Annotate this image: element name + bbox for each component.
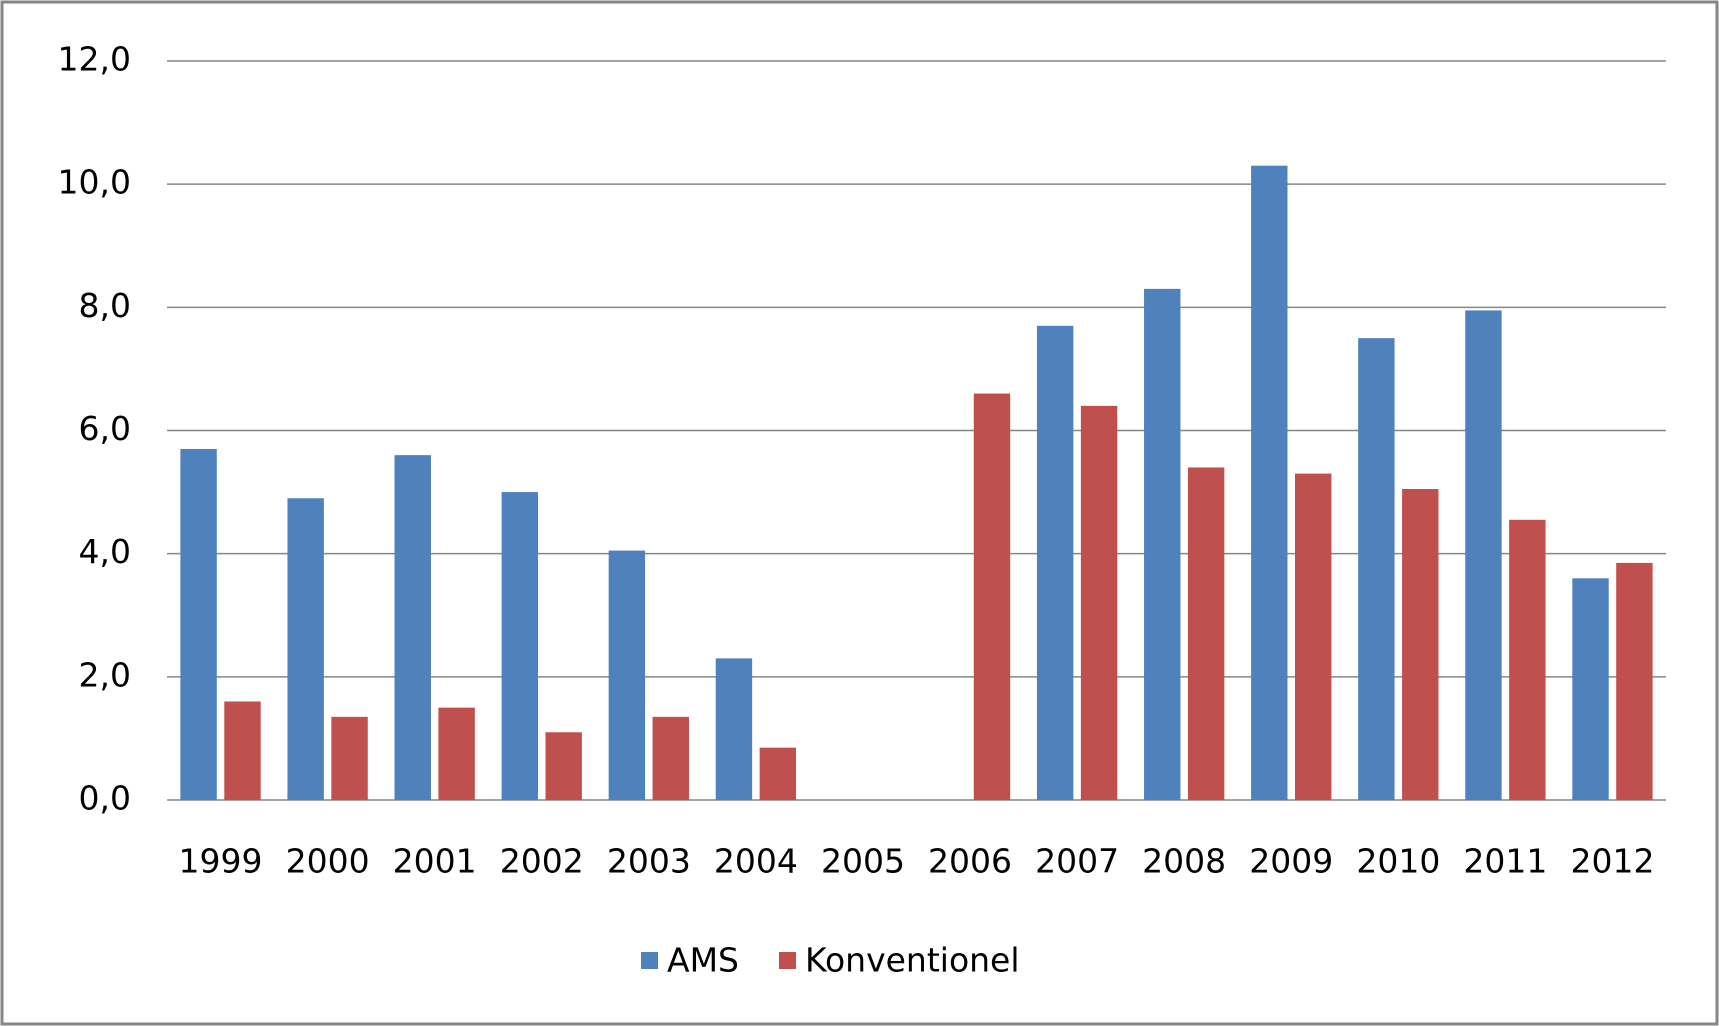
y-tick-label: 4,0 (79, 532, 131, 571)
bar (1080, 405, 1118, 800)
x-tick-label: 2011 (1463, 842, 1547, 881)
x-tick-label: 2004 (714, 842, 798, 881)
bar (545, 732, 582, 800)
legend-label: Konventionel (805, 941, 1020, 980)
x-tick-label: 2000 (286, 842, 370, 881)
x-tick-label: 2008 (1142, 842, 1226, 881)
bar (759, 747, 797, 800)
y-tick-label: 10,0 (58, 163, 131, 202)
bar (224, 701, 261, 800)
x-tick-label: 2009 (1249, 842, 1333, 881)
bar (1251, 165, 1288, 801)
bar (1358, 338, 1395, 800)
y-tick-label: 0,0 (79, 779, 131, 818)
x-tick-label: 2007 (1035, 842, 1119, 881)
y-tick-label: 8,0 (79, 286, 131, 325)
legend-swatch (641, 952, 658, 969)
bar (608, 550, 646, 800)
y-tick-label: 6,0 (79, 409, 131, 448)
bar (1187, 467, 1225, 800)
y-tick-label: 2,0 (79, 655, 131, 694)
legend-label: AMS (667, 941, 739, 980)
x-tick-label: 2003 (607, 842, 691, 881)
bar (331, 716, 368, 800)
x-tick-label: 2005 (821, 842, 905, 881)
bar (1572, 578, 1609, 800)
bar (1465, 310, 1502, 800)
bar (652, 716, 689, 800)
bar (1036, 325, 1074, 800)
bar (287, 498, 324, 800)
bar (180, 448, 217, 800)
x-tick-label: 2010 (1356, 842, 1440, 881)
x-tick-label: 2006 (928, 842, 1012, 881)
bar (1402, 489, 1439, 800)
bar (394, 455, 431, 800)
x-tick-label: 2001 (393, 842, 477, 881)
y-tick-label: 12,0 (58, 40, 131, 79)
bar (1616, 562, 1653, 800)
bar (438, 707, 475, 800)
x-tick-label: 2002 (500, 842, 584, 881)
x-tick-label: 2012 (1570, 842, 1654, 881)
bar (715, 658, 753, 800)
bar (1509, 519, 1546, 800)
bar (973, 393, 1011, 800)
legend-swatch (779, 952, 796, 969)
bar (1294, 473, 1332, 800)
bar (501, 492, 539, 800)
bar (1144, 288, 1181, 800)
x-tick-label: 1999 (179, 842, 263, 881)
